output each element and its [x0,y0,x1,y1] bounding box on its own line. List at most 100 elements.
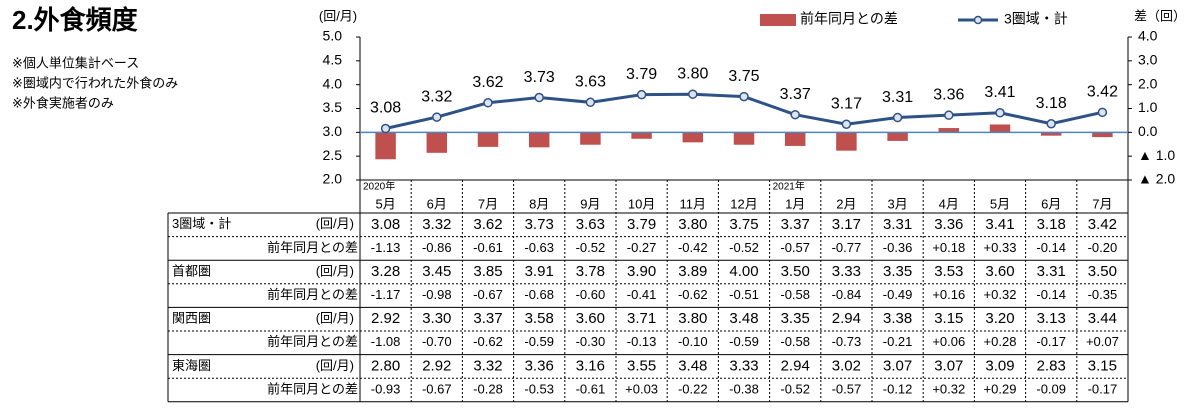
bar [1040,132,1062,136]
data-label: 3.80 [677,65,708,82]
table-cell: +0.16 [932,287,965,302]
x-tick-label: 2月 [836,196,856,211]
bar [580,132,601,145]
table-cell: +0.07 [1086,334,1119,349]
table-cell: 3.16 [576,357,605,374]
table-cell: 3.15 [1088,357,1117,374]
table-cell: -0.63 [524,240,554,255]
table-cell: -1.13 [371,240,401,255]
line-marker [790,109,800,120]
line-marker [841,119,852,129]
row-label: 前年同月との差 [267,240,358,255]
table-cell: -0.59 [524,334,554,349]
year-label: 2021年 [773,180,805,193]
table-cell: -0.59 [729,334,759,349]
table-cell: 3.71 [627,310,656,327]
row-label: 前年同月との差 [267,381,358,396]
x-tick-label: 6月 [1041,196,1061,211]
table-cell: -0.60 [576,287,606,302]
row-unit: (回/月) [316,216,354,231]
table-cell: 3.31 [883,216,912,233]
table-cell: -0.86 [422,240,452,255]
table-cell: -0.52 [576,240,606,255]
legend-swatch [973,15,983,25]
table-cell: -0.61 [576,381,606,396]
table-cell: 3.73 [525,216,554,233]
data-label: 3.42 [1087,84,1118,101]
x-tick-label: 7月 [1092,196,1112,211]
x-tick-label: 7月 [478,196,498,211]
row-unit: (回/月) [316,358,354,373]
table-cell: 2.94 [781,357,810,374]
title: 2.外食頻度 [12,5,138,35]
bar [477,132,499,147]
note: ※個人単位集計ベース [12,55,139,70]
table-cell: -0.35 [1088,287,1118,302]
table-cell: 3.28 [371,263,400,280]
row-label: 関西圏 [172,311,211,326]
line-marker [534,92,544,103]
bar [426,132,448,153]
table-cell: 3.50 [781,263,810,280]
table-cell: +0.29 [984,381,1017,396]
table-cell: -0.58 [780,334,810,349]
y-tick-label: 2.0 [323,171,343,187]
note: ※外食実施者のみ [12,95,114,110]
table-cell: 3.32 [473,357,502,374]
table-cell: 3.62 [473,216,502,233]
table-cell: 3.80 [678,216,707,233]
bar [682,132,704,143]
table-cell: 3.38 [883,310,912,327]
table-cell: -0.20 [1088,240,1118,255]
row-label: 東海圏 [172,358,211,373]
table-cell: +0.18 [932,240,965,255]
data-label: 3.73 [524,69,555,86]
table-cell: 3.37 [473,310,502,327]
table-cell: -0.30 [576,334,606,349]
table-cell: -0.51 [729,287,759,302]
table-cell: 3.32 [422,216,451,233]
table-cell: -0.57 [780,240,810,255]
table-cell: 3.30 [422,310,451,327]
bar [836,132,857,151]
table-cell: -0.12 [883,381,913,396]
table-cell: -0.09 [1036,381,1066,396]
table-cell: 3.18 [1037,216,1066,233]
line-marker [1097,107,1108,118]
y2-axis-title: 差（回） [1134,8,1186,23]
table-cell: 3.15 [934,310,963,327]
y-tick-label: 2.5 [323,147,343,163]
table-cell: -0.67 [422,381,452,396]
line-marker [585,97,596,108]
year-label: 2020年 [363,180,395,193]
legend-label: 前年同月との差 [800,11,898,27]
data-label: 3.63 [575,74,606,91]
table-cell: +0.06 [932,334,965,349]
data-label: 3.36 [933,86,964,103]
table-cell: -1.17 [371,287,401,302]
table-cell: +0.28 [984,334,1017,349]
data-label: 3.08 [370,100,401,117]
table-cell: 3.20 [985,310,1014,327]
table-cell: 3.60 [985,263,1014,280]
table-cell: -0.93 [371,381,401,396]
table-cell: 3.85 [473,263,502,280]
table-cell: -0.52 [729,240,759,255]
line-marker [892,112,903,123]
bar [989,124,1011,133]
table-cell: -0.27 [627,240,657,255]
x-tick-label: 6月 [427,196,447,211]
line-marker [995,108,1005,118]
x-tick-label: 3月 [887,196,907,211]
data-label: 3.17 [831,95,862,112]
bar [528,132,550,148]
table-cell: 3.33 [832,263,861,280]
data-label: 3.32 [421,88,452,105]
line-marker [432,112,442,122]
line-marker [688,89,698,99]
data-label: 3.37 [780,86,811,103]
table-cell: -0.36 [883,240,913,255]
data-label: 3.79 [626,66,657,83]
table-cell: 3.08 [371,216,400,233]
